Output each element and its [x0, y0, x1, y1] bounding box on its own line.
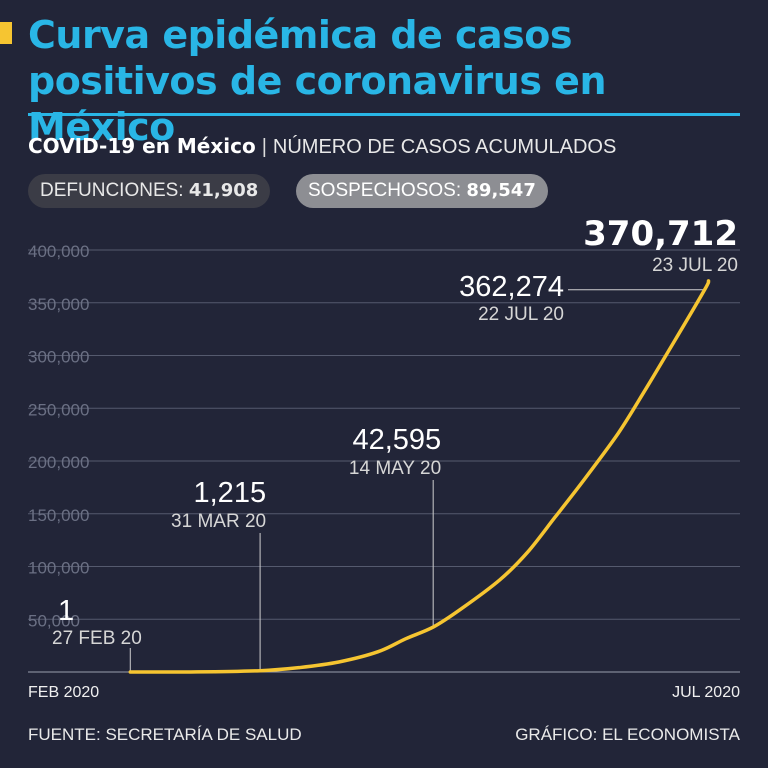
- annotation-date: 14 MAY 20: [349, 458, 441, 479]
- x-tick-label: FEB 2020: [28, 684, 99, 701]
- sospechosos-badge: SOSPECHOSOS: 89,547: [296, 174, 548, 208]
- subtitle-bold: COVID-19 en México: [28, 134, 256, 158]
- x-tick-label: JUL 2020: [672, 684, 740, 701]
- defunciones-badge: DEFUNCIONES: 41,908: [28, 174, 271, 208]
- defunciones-value: 41,908: [188, 180, 259, 201]
- cases-series-line: [128, 279, 711, 674]
- y-tick-label: 200,000: [28, 453, 89, 472]
- annotation-date: 31 MAR 20: [171, 511, 266, 532]
- page-title: Curva epidémica de casos positivos de co…: [28, 13, 607, 149]
- source-note: FUENTE: SECRETARÍA DE SALUD: [28, 725, 302, 744]
- y-tick-label: 50,000: [28, 611, 80, 630]
- annotation-value-highlight: 370,712: [583, 214, 738, 254]
- y-tick-label: 350,000: [28, 295, 89, 314]
- chart-subtitle: COVID-19 en México | NÚMERO DE CASOS ACUMU…: [28, 133, 616, 160]
- sospechosos-label: SOSPECHOSOS:: [308, 180, 462, 201]
- annotation-value: 1: [58, 595, 74, 627]
- defunciones-label: DEFUNCIONES:: [40, 180, 184, 201]
- subtitle-light: NÚMERO DE CASOS ACUMULADOS: [272, 136, 617, 158]
- annotation-date: 27 FEB 20: [52, 628, 142, 649]
- annotation-value: 42,595: [352, 424, 441, 456]
- title-accent-bar: [0, 22, 12, 44]
- y-tick-label: 250,000: [28, 400, 89, 419]
- title-divider: [28, 113, 740, 116]
- credit-note: GRÁFICO: EL ECONOMISTA: [515, 725, 740, 744]
- annotation-date: 23 JUL 20: [652, 255, 738, 276]
- annotation-value: 362,274: [459, 271, 564, 303]
- sospechosos-value: 89,547: [466, 180, 536, 201]
- annotation-value: 1,215: [194, 477, 267, 509]
- y-tick-label: 100,000: [28, 559, 89, 578]
- y-tick-label: 300,000: [28, 348, 89, 367]
- y-tick-label: 150,000: [28, 506, 89, 525]
- annotation-date: 22 JUL 20: [478, 304, 564, 325]
- subtitle-separator: |: [261, 136, 267, 158]
- y-tick-label: 400,000: [28, 242, 89, 261]
